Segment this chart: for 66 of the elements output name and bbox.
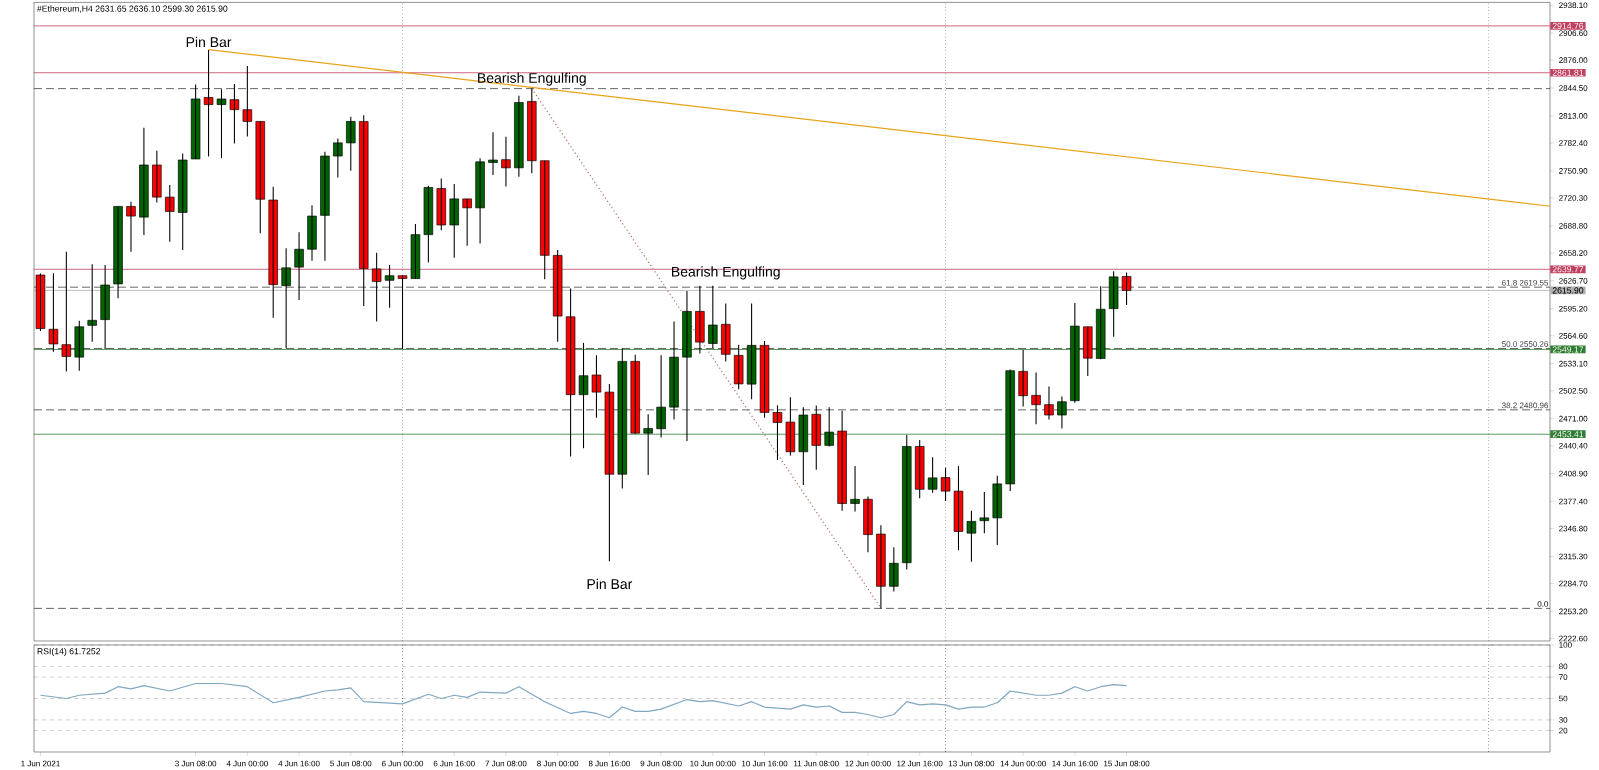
y-tick-label: 100 [1559, 642, 1572, 648]
y-tick-label: 2906.60 [1559, 30, 1588, 36]
y-tick-label: 2720.30 [1559, 195, 1588, 201]
y-tick-label: 2440.40 [1559, 442, 1588, 449]
y-tick-label: 2658.20 [1559, 250, 1588, 256]
y-tick-label: 2782.40 [1559, 140, 1588, 146]
x-tick-label: 12 Jun 00:00 [845, 760, 891, 767]
y-tick-label: 2346.80 [1559, 525, 1588, 532]
x-tick-label: 10 Jun 00:00 [690, 760, 736, 767]
x-tick-label: 10 Jun 16:00 [742, 760, 788, 767]
y-tick-label: 2595.20 [1559, 305, 1588, 312]
x-tick-label: 6 Jun 16:00 [433, 760, 475, 767]
x-tick-label: 15 Jun 08:00 [1104, 760, 1150, 767]
y-tick-label: 2222.60 [1559, 635, 1588, 642]
ref-line-label: 38.2 2480.96 [1502, 402, 1549, 409]
x-tick-label: 9 Jun 08:00 [640, 760, 682, 767]
x-tick-label: 3 Jun 08:00 [175, 760, 217, 767]
x-tick-label: 4 Jun 16:00 [278, 760, 320, 767]
y-tick-label: 30 [1559, 717, 1568, 723]
ref-line-label: 2914.76 [1552, 22, 1584, 29]
x-tick-label: 1 Jun 2021 [21, 760, 60, 767]
ref-line-label: 2453.41 [1552, 431, 1584, 438]
annotation: 0.0 [1537, 601, 1549, 607]
y-tick-label: 2876.00 [1559, 57, 1588, 64]
x-tick-label: 14 Jun 00:00 [1000, 760, 1046, 767]
x-tick-label: 4 Jun 00:00 [226, 760, 268, 767]
x-tick-label: 5 Jun 08:00 [330, 760, 372, 767]
annotation: Pin Bar [186, 36, 232, 48]
y-tick-label: 2938.10 [1559, 2, 1588, 9]
annotation: Pin Bar [587, 578, 633, 590]
y-tick-label: 70 [1559, 674, 1568, 680]
ref-line-label: 2615.90 [1552, 287, 1584, 294]
y-tick-label: 2315.30 [1559, 553, 1588, 560]
y-tick-label: 2813.00 [1559, 113, 1588, 119]
y-tick-label: 2844.50 [1559, 85, 1588, 91]
y-tick-label: 2284.70 [1559, 580, 1588, 587]
y-tick-label: 2564.60 [1559, 332, 1588, 339]
chart-title: RSI(14) 61.7252 [37, 647, 101, 656]
ref-line-label: 50.0 2550.26 [1502, 341, 1549, 347]
y-tick-label: 2377.40 [1559, 498, 1588, 505]
x-tick-label: 8 Jun 16:00 [588, 760, 630, 767]
x-tick-label: 7 Jun 08:00 [485, 760, 527, 767]
y-tick-label: 2408.90 [1559, 470, 1588, 477]
annotation: Bearish Engulfing [478, 72, 586, 86]
ref-line-label: 2639.77 [1552, 266, 1584, 273]
x-tick-label: 13 Jun 08:00 [948, 760, 995, 767]
y-tick-label: 20 [1559, 727, 1568, 734]
x-tick-label: 11 Jun 08:00 [794, 760, 839, 767]
ref-line-label: 2861.81 [1552, 69, 1584, 76]
x-tick-label: 8 Jun 00:00 [537, 760, 579, 767]
chart-title: #Ethereum,H4 2631.65 2636.10 2599.30 2615.90 [36, 5, 228, 13]
y-tick-label: 2626.70 [1559, 278, 1588, 284]
annotation: Bearish Engulfing [672, 266, 780, 280]
ref-line-label: 61.8 2619.55 [1502, 279, 1549, 286]
y-tick-label: 50 [1559, 695, 1568, 702]
y-tick-label: 80 [1559, 663, 1568, 670]
y-tick-label: 2502.50 [1559, 387, 1588, 394]
ref-line-label: 2549.17 [1552, 346, 1584, 353]
y-tick-label: 2688.80 [1559, 223, 1588, 229]
x-tick-label: 6 Jun 00:00 [382, 760, 424, 767]
x-tick-label: 12 Jun 16:00 [897, 760, 943, 767]
y-tick-label: 2533.10 [1559, 360, 1588, 367]
x-tick-label: 14 Jun 16:00 [1052, 760, 1098, 767]
y-tick-label: 2253.20 [1559, 608, 1588, 615]
y-tick-label: 2471.00 [1559, 415, 1588, 422]
y-tick-label: 2750.90 [1559, 168, 1588, 174]
